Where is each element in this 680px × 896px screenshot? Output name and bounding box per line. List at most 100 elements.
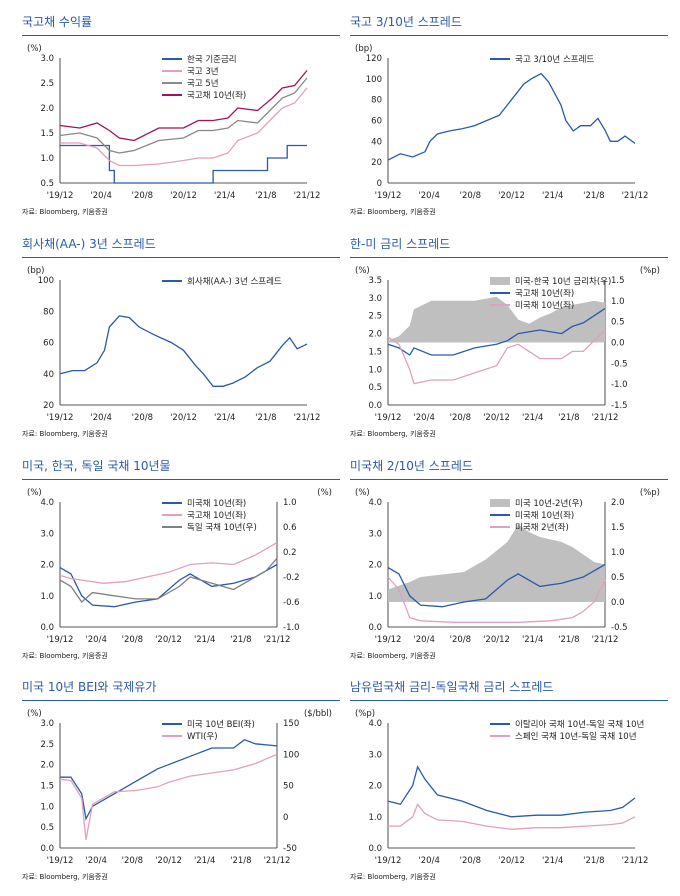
x-tick-label: '19/12 <box>375 856 402 866</box>
y-tick-label: 3.0 <box>368 529 382 539</box>
x-tick-label: '20/12 <box>483 413 510 423</box>
chart-title: 한-미 금리 스프레드 <box>350 237 451 251</box>
y-tick-label: 100 <box>38 276 54 286</box>
y-tick-label: 0.5 <box>40 179 54 189</box>
x-tick-label: '21/4 <box>214 191 235 201</box>
x-tick-label: '21/12 <box>592 635 619 645</box>
x-tick-label: '20/4 <box>413 635 434 645</box>
title-rule <box>350 479 668 480</box>
x-tick-label: '21/12 <box>622 856 649 866</box>
y2-tick-label: 1.0 <box>611 297 625 307</box>
y-axis-unit: (%p) <box>355 709 375 719</box>
y-tick-label: 1.5 <box>368 347 382 357</box>
series-line <box>387 563 606 608</box>
x-tick-label: '21/12 <box>592 413 619 423</box>
legend-label: 국고채 10년(좌) <box>187 510 246 521</box>
series-line <box>59 70 308 142</box>
y2-tick-label: -0.2 <box>283 573 300 583</box>
y2-tick-label: 0.6 <box>283 523 297 533</box>
y-tick-label: 40 <box>371 137 382 147</box>
series-line <box>59 77 308 154</box>
y2-tick-label: 0.2 <box>283 548 297 558</box>
chart-title: 남유럽국채 금리-독일국채 금리 스프레드 <box>350 680 554 694</box>
y-tick-label: 4.0 <box>368 498 382 508</box>
x-tick-label: '20/8 <box>132 191 153 201</box>
source-note: 자료: Bloomberg, 키움증권 <box>22 873 108 881</box>
legend-swatch <box>490 277 510 285</box>
y2-tick-label: -0.6 <box>283 598 300 608</box>
x-tick-label: '19/12 <box>47 191 74 201</box>
x-tick-label: '21/12 <box>294 413 321 423</box>
title-rule <box>22 700 340 701</box>
x-tick-label: '20/4 <box>418 191 439 201</box>
chart-title: 미국, 한국, 독일 국채 10년물 <box>22 459 171 473</box>
y-tick-label: 2.5 <box>40 740 54 750</box>
x-tick-label: '19/12 <box>47 635 74 645</box>
y2-tick-label: 0.0 <box>611 339 625 349</box>
x-tick-label: '20/8 <box>450 635 471 645</box>
x-tick-label: '20/4 <box>90 191 111 201</box>
x-tick-label: '21/12 <box>264 635 291 645</box>
y-tick-label: 2.0 <box>368 782 382 792</box>
source-note: 자료: Bloomberg, 키움증권 <box>22 208 108 216</box>
x-tick-label: '21/8 <box>230 856 251 866</box>
source-note: 자료: Bloomberg, 키움증권 <box>350 208 436 216</box>
x-tick-label: '20/4 <box>85 635 106 645</box>
chart-svg: (%) (%p) 0.0 1.0 2.0 3.0 4.0 -0.5 0.0 0.5 1.0 1.5 2.… <box>355 488 660 645</box>
x-tick-label: '19/12 <box>375 635 402 645</box>
y-tick-label: 1.5 <box>40 129 54 139</box>
y-tick-label: 3.0 <box>368 750 382 760</box>
x-tick-label: '19/12 <box>47 856 74 866</box>
y-tick-label: 0.5 <box>368 383 382 393</box>
y-axis-unit: (%) <box>355 488 370 498</box>
x-tick-label: '20/12 <box>155 635 182 645</box>
y-tick-label: 40 <box>43 370 54 380</box>
x-tick-label: '21/8 <box>583 856 604 866</box>
source-note: 자료: Bloomberg, 키움증권 <box>350 652 436 660</box>
legend-label: 한국 기준금리 <box>187 55 237 65</box>
title-rule <box>350 257 668 258</box>
y2-tick-label: -1.5 <box>611 401 628 411</box>
y-axis-unit: (%) <box>27 488 42 498</box>
chart-title: 국고 3/10년 스프레드 <box>350 15 462 29</box>
chart-panel: 미국, 한국, 독일 국채 10년물 (%) (%) 0.0 1.0 2.0 3.0 4.0 -… <box>22 457 342 672</box>
legend-label: 미국채 10년(좌) <box>515 300 574 311</box>
y2-tick-label: -1.0 <box>611 380 628 390</box>
source-note: 자료: Bloomberg, 키움증권 <box>22 652 108 660</box>
series-line <box>59 563 278 608</box>
chart-panel: 미국채 2/10년 스프레드 (%) (%p) 0.0 1.0 2.0 3.0 4.0 -0.5… <box>350 457 670 672</box>
x-tick-label: '21/4 <box>542 856 563 866</box>
y-tick-label: 4.0 <box>40 498 54 508</box>
y-tick-label: 2.0 <box>368 330 382 340</box>
series-line <box>59 557 278 603</box>
x-tick-label: '21/12 <box>622 191 649 201</box>
y-tick-label: 2.5 <box>368 312 382 322</box>
y2-tick-label: 0.5 <box>611 573 625 583</box>
x-tick-label: '20/4 <box>418 856 439 866</box>
legend-label: 국고채 10년(좌) <box>187 90 246 101</box>
chart-panel: 한-미 금리 스프레드 (%) (%p) 0.0 0.5 1.0 1.5 2.0 2.5 3.0 3… <box>350 235 670 450</box>
series-line <box>60 87 308 167</box>
y2-tick-label: 50 <box>283 782 294 792</box>
y-tick-label: 0.0 <box>368 844 382 854</box>
legend-label: 이탈리아 국채 10년-독일 국채 10년 <box>515 719 644 730</box>
y-axis-unit: (%) <box>27 709 42 719</box>
x-tick-label: '21/8 <box>255 191 276 201</box>
title-rule <box>350 35 668 36</box>
y2-tick-label: 1.0 <box>611 548 625 558</box>
x-tick-label: '20/8 <box>460 191 481 201</box>
y-tick-label: 0.0 <box>40 844 54 854</box>
chart-svg: (%p) 0.0 1.0 2.0 3.0 4.0 '19/12 '20/4 '20/8 '20/1… <box>355 709 649 866</box>
x-tick-label: '19/12 <box>375 413 402 423</box>
title-rule <box>22 479 340 480</box>
x-tick-label: '20/8 <box>122 856 143 866</box>
y-tick-label: 80 <box>43 307 54 317</box>
series-line <box>59 315 308 387</box>
y-tick-label: 2.5 <box>40 79 54 89</box>
x-tick-label: '21/4 <box>522 413 543 423</box>
legend-label: 미국-한국 10년 금리차(우) <box>515 276 611 287</box>
x-tick-label: '20/4 <box>85 856 106 866</box>
y2-axis-unit: (%) <box>317 488 332 498</box>
chart-svg: (bp) 20 40 60 80 100 '19/12 '20/4 '20/8 '20/12 '21… <box>27 266 321 423</box>
x-tick-label: '20/12 <box>483 635 510 645</box>
